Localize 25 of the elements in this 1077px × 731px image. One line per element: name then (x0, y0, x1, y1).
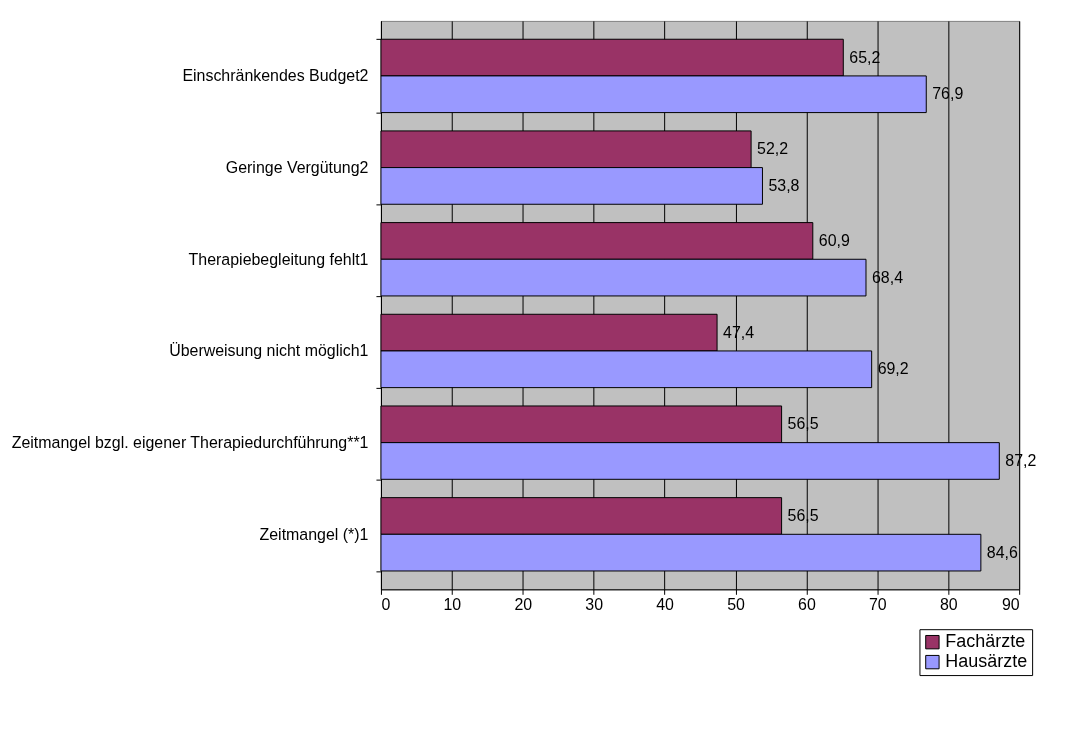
data-label: 84,6 (986, 543, 1019, 561)
y-tick-label: Einschränkendes Budget2 (182, 67, 369, 85)
x-tick-label: 10 (443, 595, 462, 613)
x-tick-label: 80 (939, 595, 958, 613)
data-label: 69,2 (877, 360, 909, 378)
x-tick-label: 30 (585, 595, 604, 613)
y-tick-label: Zeitmangel (*)1 (259, 525, 369, 543)
data-label: 68,4 (871, 268, 904, 286)
data-label: 53,8 (768, 176, 800, 194)
y-tick-label: Zeitmangel bzgl. eigener Therapiedurchführung**1 (11, 434, 369, 452)
y-tick-label: Überweisung nicht möglich1 (169, 342, 369, 360)
x-tick-label: 90 (1001, 595, 1020, 613)
x-tick-label: 50 (727, 595, 745, 613)
legend-label: Hausärzte (945, 651, 1028, 672)
x-tick-label: 20 (514, 595, 533, 613)
y-tick-label: Geringe Vergütung2 (225, 159, 369, 177)
y-tick-label: Therapiebegleitung fehlt1 (188, 250, 369, 268)
x-tick-label: 0 (381, 595, 391, 613)
x-tick-label: 40 (656, 595, 675, 613)
data-label: 65,2 (849, 48, 881, 66)
x-tick-label: 60 (798, 595, 816, 613)
x-tick-label: 70 (868, 595, 887, 613)
legend-label: Fachärzte (945, 631, 1026, 652)
data-label: 60,9 (818, 231, 850, 249)
data-label: 52,2 (757, 140, 789, 158)
